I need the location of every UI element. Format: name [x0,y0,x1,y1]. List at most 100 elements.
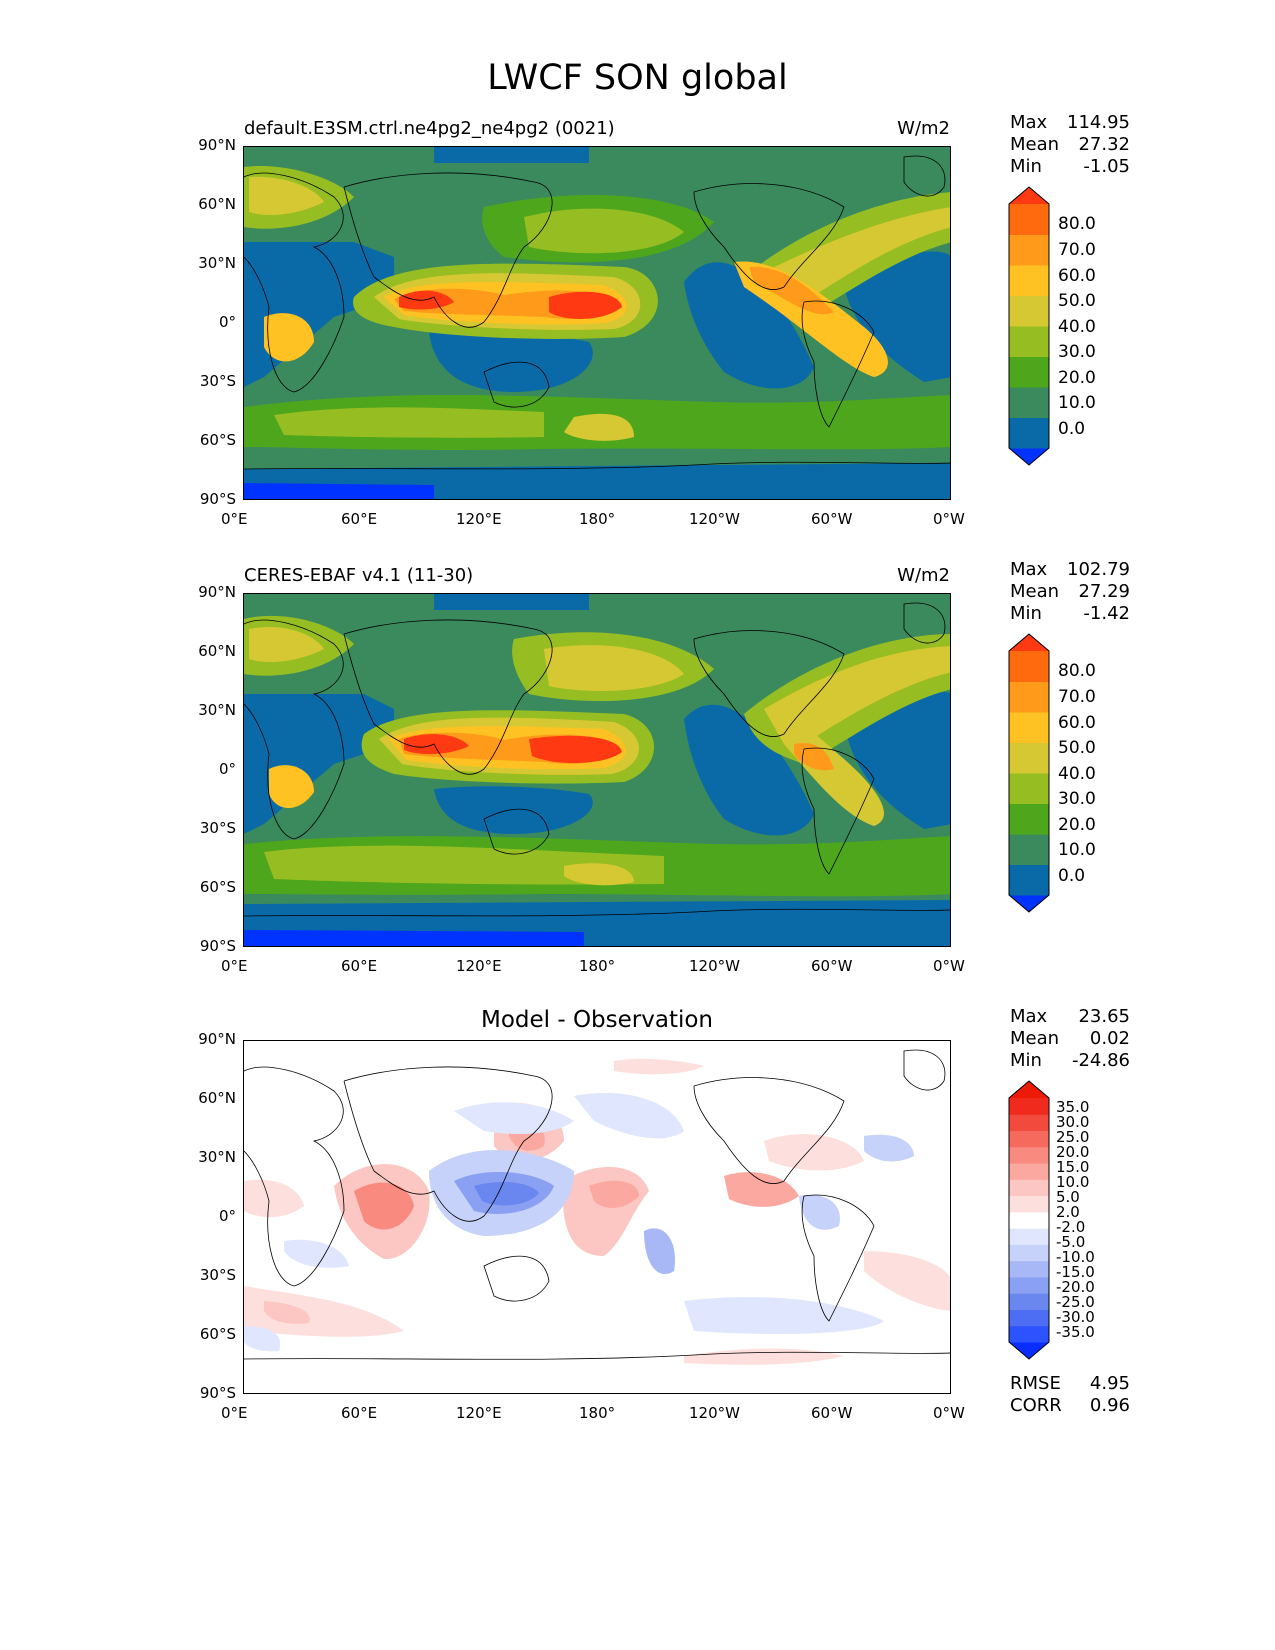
colorbar-swatch [1009,834,1049,865]
panel2-pacific-peak [529,735,622,764]
panel3-arctic-pos [614,1058,704,1075]
panel3-amazon-neg [799,1195,840,1230]
figure-title: LWCF SON global [487,58,788,98]
panel2-antarctic-min [244,930,584,946]
panel3-lat-axis: 90°N 60°N 30°N 0° 30°S 60°S 90°S [180,1030,240,1410]
cb-label: 25.0 [1056,1128,1090,1146]
cb-label: 10.0 [1056,1173,1090,1191]
cb-label: 70.0 [1058,240,1096,260]
colorbar-extend-max [1009,634,1049,651]
panel2-colorbar: 80.0 70.0 60.0 50.0 40.0 30.0 20.0 10.0 … [1008,633,1128,913]
colorbar-swatch [1009,1130,1049,1148]
panel3-lon-tick: 120°W [689,1404,740,1422]
panel2-natl-high [764,646,950,744]
panel3-lat-tick: 60°N [198,1089,236,1107]
cb-label: -35.0 [1056,1323,1095,1341]
panel3-south-pac-belt-neg [684,1297,884,1334]
panel2-map [243,593,951,947]
panel1-lon-tick: 0°E [221,510,248,528]
panel2-map-svg [244,594,950,946]
colorbar-swatch [1009,356,1049,388]
panel1-indian-low [429,330,593,392]
cb-label: 0.0 [1058,866,1086,886]
colorbar-outline [1008,186,1050,466]
stat-mean: Mean 27.32 [1010,134,1130,155]
panel1-lat-tick: 60°N [198,195,236,213]
colorbar-outline [1008,1080,1050,1360]
panel1-south-belt-high [564,413,634,441]
panel3-caribbean-pos [724,1172,799,1207]
panel1-central-america-peak [749,266,834,315]
colorbar-swatch [1009,1228,1049,1245]
colorbar-swatch [1009,1195,1049,1213]
panel3-south-atl-pos [244,1286,404,1337]
panel2-lon-tick: 0°W [933,957,965,975]
colorbar-swatch [1009,1098,1049,1115]
panel3-lon-tick: 60°W [811,1404,853,1422]
panel1-lat-tick: 90°S [199,490,236,508]
panel2-units: W/m2 [897,565,950,586]
panel2-lat-tick: 60°S [199,878,236,896]
panel3-map [243,1040,951,1394]
panel2-lon-tick: 60°W [811,957,853,975]
panel1-map-svg [244,147,950,499]
panel1-africa-peak [264,313,314,362]
panel1-map [243,146,951,500]
panel3-map-svg [244,1041,950,1393]
panel1-lon-tick: 120°E [456,510,502,528]
cb-label: 50.0 [1058,291,1096,311]
cb-label: 80.0 [1058,214,1096,234]
panel3-lat-tick: 30°N [198,1148,236,1166]
panel1-satl-low [844,251,950,382]
panel3-colorbar: 35.0 30.0 25.0 20.0 15.0 10.0 5.0 2.0 -2… [1008,1080,1128,1360]
colorbar-swatch [1009,234,1049,266]
panel1-lat-tick: 90°N [198,136,236,154]
panel1-units: W/m2 [897,118,950,139]
cb-label: -5.0 [1056,1233,1086,1251]
panel2-arctic-low [434,594,589,610]
colorbar-swatch [1009,1179,1049,1197]
panel2-npac-high [544,645,684,691]
panel3-lon-tick: 60°E [341,1404,378,1422]
panel3-lon-axis: 0°E 60°E 120°E 180° 120°W 60°W 0°W [213,1404,983,1424]
panel2-europe-high [249,626,324,662]
panel2-satl-low [844,691,950,829]
colorbar-swatch [1009,1309,1049,1327]
panel1-colorbar-swatches [1008,186,1050,466]
cb-label: 20.0 [1058,368,1096,388]
cb-label: 40.0 [1058,764,1096,784]
panel1-lat-tick: 30°N [198,254,236,272]
panel1-npac-belt-mid [524,208,684,254]
cb-label: 30.0 [1056,1113,1090,1131]
panel1-lon-tick: 120°W [689,510,740,528]
panel3-title: Model - Observation [480,1007,714,1033]
stat-max: Max 102.79 [1010,559,1130,580]
panel2-lat-tick: 0° [218,760,236,778]
panel1-maritime-peak [399,290,454,310]
panel1-epac-low [684,262,814,389]
panel1-antarctic-min [244,483,434,499]
cb-label: 60.0 [1058,266,1096,286]
panel3-lon-tick: 180° [579,1404,616,1422]
colorbar-extend-max [1009,187,1049,204]
panel3-south-pac-neg [644,1228,675,1275]
panel1-lon-tick: 180° [579,510,616,528]
panel3-lon-tick: 120°E [456,1404,502,1422]
cb-label: 50.0 [1058,738,1096,758]
cb-label: 20.0 [1058,815,1096,835]
panel3-south-africa-neg [284,1239,349,1268]
colorbar-extend-max [1009,1081,1049,1098]
colorbar-swatch [1009,773,1049,804]
colorbar-swatch [1009,681,1049,713]
cb-label: 70.0 [1058,687,1096,707]
panel3-arabian-sea-core [354,1182,414,1230]
colorbar-extend-min [1009,448,1049,465]
colorbar-swatch [1009,1293,1049,1310]
colorbar-swatch [1009,1244,1049,1262]
stat-mean: Mean 27.29 [1010,581,1130,602]
colorbar-swatch [1009,417,1049,449]
cb-label: 35.0 [1056,1098,1090,1116]
colorbar-outline [1008,633,1050,913]
panel2-lon-tick: 120°W [689,957,740,975]
colorbar-swatch [1009,742,1049,774]
